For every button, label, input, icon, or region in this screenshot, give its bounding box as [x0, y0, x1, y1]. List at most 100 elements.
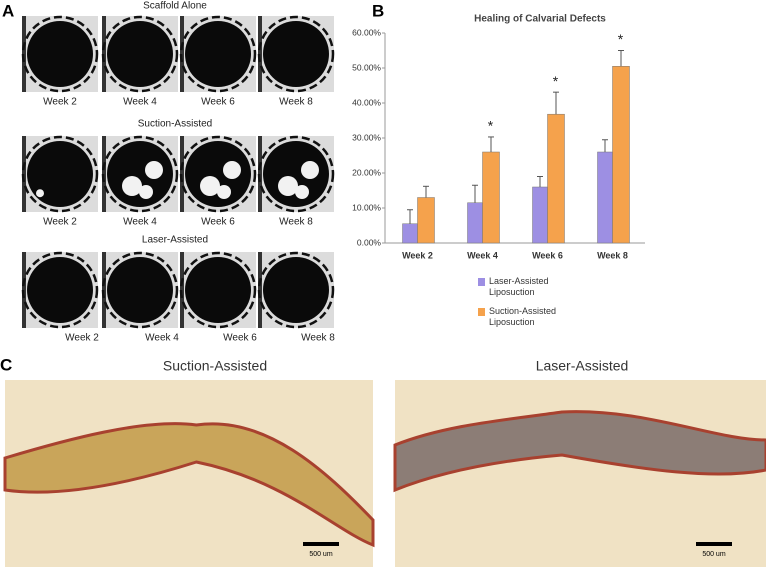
image-edge [102, 16, 106, 92]
bone-island [200, 176, 220, 196]
image-edge [180, 136, 184, 212]
panel-label: C [0, 355, 12, 374]
week-label: Week 4 [123, 217, 157, 228]
row-title: Scaffold Alone [143, 1, 207, 12]
row-title: Laser-Assisted [142, 235, 208, 246]
defect [185, 21, 251, 87]
error-bar [407, 209, 413, 224]
error-bar [537, 176, 543, 187]
defect [27, 257, 93, 323]
week-label: Week 6 [201, 97, 235, 108]
defect [263, 21, 329, 87]
bone-section [3, 422, 375, 548]
bar [482, 151, 500, 244]
week-label: Week 4 [123, 97, 157, 108]
week-label: Week 8 [301, 333, 335, 344]
x-tick-label: Week 6 [532, 250, 563, 260]
scale-bar-label: 500 um [702, 551, 726, 558]
bar [547, 113, 565, 244]
x-tick-label: Week 2 [402, 250, 433, 260]
defect-outline [257, 15, 335, 93]
defect [107, 257, 173, 323]
image-edge [258, 252, 262, 328]
defect-outline [257, 135, 335, 213]
bar [417, 197, 435, 244]
defect-outline [179, 251, 257, 329]
week-label: Week 8 [279, 217, 313, 228]
bar [597, 151, 613, 244]
defect [185, 257, 251, 323]
defect-outline [257, 251, 335, 329]
bar [612, 66, 630, 244]
defect [263, 141, 329, 207]
y-tick-label: 40.00% [352, 97, 381, 107]
y-tick-label: 50.00% [352, 62, 381, 72]
week-label: Week 4 [145, 333, 179, 344]
image-edge [258, 16, 262, 92]
week-label: Week 2 [43, 97, 77, 108]
defect-outline [21, 251, 99, 329]
image-edge [180, 16, 184, 92]
error-bar [553, 91, 559, 115]
bone-island [295, 185, 309, 199]
significance-mark: * [488, 118, 494, 134]
error-bar [602, 139, 608, 152]
image-edge [258, 136, 262, 212]
defect-outline [179, 135, 257, 213]
defect [27, 141, 93, 207]
significance-mark: * [618, 31, 624, 47]
chart-title: Healing of Calvarial Defects [474, 14, 606, 25]
bone-island [278, 176, 298, 196]
panel-label: B [372, 1, 384, 20]
image-title: Laser-Assisted [536, 358, 629, 374]
error-bar [488, 136, 494, 152]
defect [107, 141, 173, 207]
scale-bar [696, 542, 732, 546]
image-edge [180, 252, 184, 328]
image-title: Suction-Assisted [163, 358, 267, 374]
defect-outline [21, 135, 99, 213]
y-tick-label: 10.00% [352, 202, 381, 212]
defect-outline [101, 15, 179, 93]
defect-outline [101, 251, 179, 329]
defect-outline [179, 15, 257, 93]
legend-entry: Laser-Assisted Liposuction [489, 276, 549, 297]
image-edge [102, 136, 106, 212]
bone-island [122, 176, 142, 196]
defect [27, 21, 93, 87]
bar [402, 223, 418, 244]
bone-section [393, 410, 766, 493]
defect [263, 257, 329, 323]
week-label: Week 2 [65, 333, 99, 344]
bone-island [223, 161, 241, 179]
week-label: Week 2 [43, 217, 77, 228]
image-edge [22, 136, 26, 212]
row-title: Suction-Assisted [138, 119, 212, 130]
bone-island [145, 161, 163, 179]
error-bar [472, 184, 478, 203]
bone-island [301, 161, 319, 179]
x-tick-label: Week 8 [597, 250, 628, 260]
y-tick-label: 60.00% [352, 27, 381, 37]
defect [107, 21, 173, 87]
legend-entry: Suction-Assisted Liposuction [489, 306, 557, 327]
legend-swatch [478, 308, 485, 316]
defect [185, 141, 251, 207]
panel-label: A [2, 1, 14, 20]
legend-swatch [478, 278, 485, 286]
defect-outline [101, 135, 179, 213]
week-label: Week 6 [201, 217, 235, 228]
image-edge [102, 252, 106, 328]
bone-island [36, 189, 44, 198]
scale-bar-label: 500 um [309, 551, 333, 558]
scale-bar [303, 542, 339, 546]
bone-island [217, 185, 231, 199]
week-label: Week 8 [279, 97, 313, 108]
defect-outline [21, 15, 99, 93]
y-tick-label: 30.00% [352, 132, 381, 142]
error-bar [618, 50, 624, 67]
bar [532, 186, 548, 244]
bar [467, 202, 483, 244]
